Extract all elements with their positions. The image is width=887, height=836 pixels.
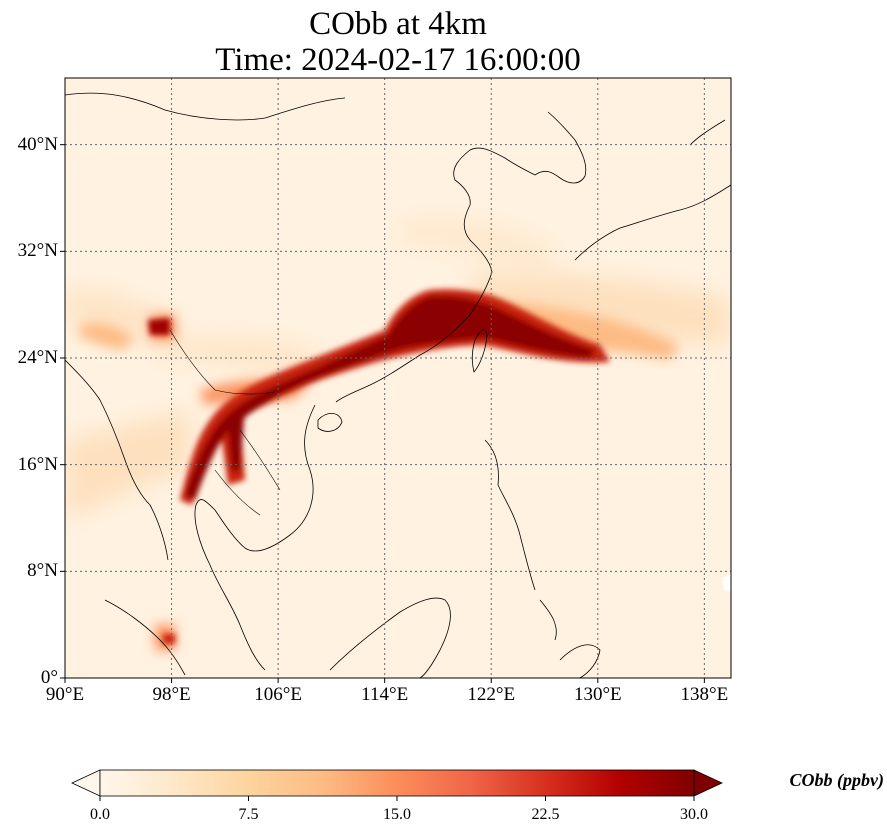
colorbar xyxy=(71,769,723,801)
lon-tick-label: 114°E xyxy=(361,684,409,705)
colorbar-tick-label: 7.5 xyxy=(238,806,259,823)
gridlines xyxy=(65,78,731,678)
map-panel xyxy=(60,77,732,683)
mongolia-border xyxy=(65,92,346,121)
lat-tick-label: 0° xyxy=(40,667,58,688)
colorbar-tick-label: 0.0 xyxy=(90,806,110,823)
map-subtitle-time: Time: 2024-02-17 16:00:00 xyxy=(215,42,581,78)
lat-tick-label: 8°N xyxy=(27,560,58,582)
philippines-coastline xyxy=(484,439,557,641)
colorbar-tick-label: 22.5 xyxy=(531,806,560,823)
colorbar-extend-low xyxy=(71,769,101,797)
colorbar-extend-high xyxy=(693,769,723,797)
colorbar-gradient xyxy=(100,770,694,796)
china-coastline xyxy=(335,147,536,403)
sumatra-coastline xyxy=(104,599,186,676)
concentration-field xyxy=(65,217,731,650)
lon-tick-label: 122°E xyxy=(467,684,516,705)
land-patch xyxy=(722,574,731,592)
lon-tick-label: 138°E xyxy=(680,684,729,705)
borneo-coastline xyxy=(329,597,451,678)
lon-tick-label: 106°E xyxy=(254,684,302,705)
myanmar-coastline xyxy=(65,359,169,561)
lon-tick-label: 130°E xyxy=(573,684,622,705)
map-frame xyxy=(64,77,732,679)
axis-ticks xyxy=(60,144,705,683)
japan-coastline xyxy=(574,119,731,261)
indochina-coastline xyxy=(194,404,316,671)
hainan-coastline xyxy=(317,413,343,432)
lon-tick-label: 90°E xyxy=(45,684,85,705)
lat-tick-label: 32°N xyxy=(17,240,58,262)
map-title: CObb at 4km xyxy=(309,6,487,42)
colorbar-ticks xyxy=(99,796,695,801)
korea-coastline xyxy=(534,111,587,184)
coastlines-and-borders xyxy=(65,92,731,678)
colorbar-tick-label: 15.0 xyxy=(383,806,411,823)
colorbar-title: CObb (ppbv) xyxy=(789,770,884,790)
lat-tick-label: 24°N xyxy=(17,347,58,368)
lat-tick-label: 16°N xyxy=(17,453,58,475)
png-coastline xyxy=(559,644,601,678)
colorbar-tick-label: 30.0 xyxy=(680,806,708,823)
taiwan-coastline xyxy=(471,329,488,373)
indochina-borders xyxy=(169,329,281,516)
lat-tick-label: 40°N xyxy=(17,133,58,155)
lon-tick-label: 98°E xyxy=(152,684,191,705)
map-background-field xyxy=(65,78,731,678)
